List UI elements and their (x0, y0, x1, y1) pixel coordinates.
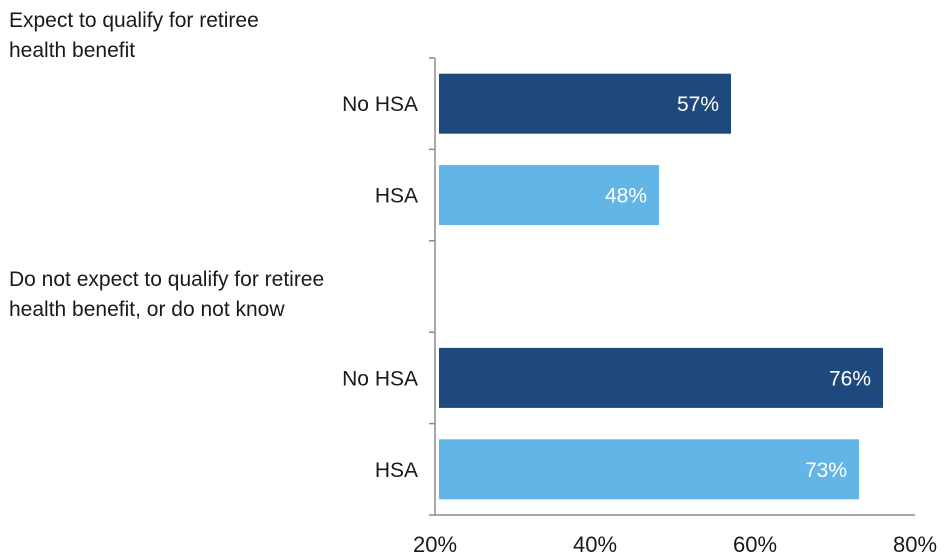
data-label: 48% (605, 185, 647, 208)
group-label: Do not expect to qualify for retiree (9, 268, 324, 291)
category-label: HSA (375, 459, 418, 482)
x-tick-label: 40% (573, 532, 617, 557)
bar (439, 347, 883, 408)
data-label: 57% (677, 93, 719, 116)
data-label: 73% (805, 459, 847, 482)
group-label: health benefit, or do not know (9, 298, 285, 321)
x-tick-label: 20% (413, 532, 457, 557)
x-tick-label: 60% (733, 532, 777, 557)
bar (439, 73, 731, 134)
x-tick-label: 80% (893, 532, 937, 557)
bar (439, 439, 859, 500)
bar (439, 165, 659, 226)
category-label: No HSA (342, 93, 418, 116)
category-label: No HSA (342, 367, 418, 390)
group-label: Expect to qualify for retiree (9, 9, 259, 32)
data-label: 76% (829, 367, 871, 390)
category-label: HSA (375, 185, 418, 208)
group-label: health benefit (9, 39, 135, 62)
